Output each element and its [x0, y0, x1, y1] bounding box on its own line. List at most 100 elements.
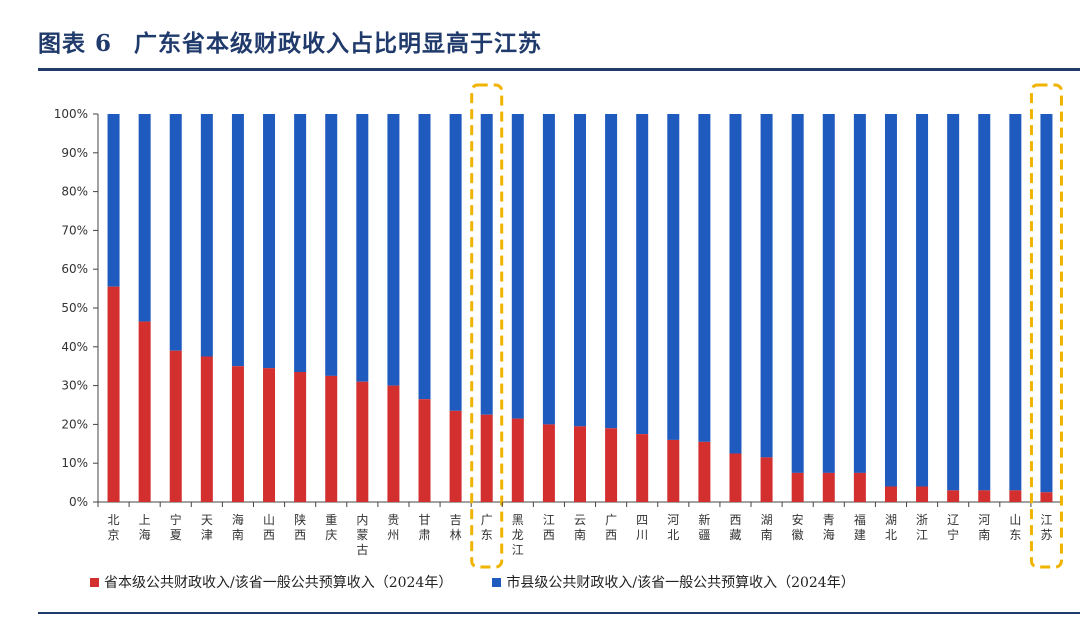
x-tick-label: 贵: [387, 513, 399, 527]
y-tick-label: 20%: [61, 417, 88, 431]
bar-county: [605, 114, 618, 429]
bar-county: [1040, 114, 1053, 493]
x-tick-label: 京: [108, 528, 120, 542]
bar-provincial: [449, 410, 462, 502]
x-tick-label: 新: [698, 512, 710, 527]
x-tick-label: 藏: [729, 528, 741, 542]
bar-county: [107, 114, 120, 287]
y-tick-label: 0%: [69, 495, 88, 509]
x-tick-label: 北: [885, 528, 897, 542]
bar-county: [138, 114, 151, 322]
x-tick-label: 东: [481, 528, 493, 542]
bar-provincial: [574, 426, 586, 502]
bar-county: [325, 114, 338, 376]
x-tick-label: 南: [761, 527, 773, 542]
x-tick-label: 吉: [450, 513, 462, 527]
legend-label-county: 市县级公共财政收入/该省一般公共预算收入（2024年）: [506, 575, 855, 591]
bar-county: [511, 114, 524, 419]
x-tick-label: 海: [823, 527, 835, 542]
bar-provincial: [169, 350, 182, 502]
x-tick-label: 河: [667, 513, 679, 527]
x-tick-label: 黑: [512, 513, 524, 527]
title-rule: [38, 68, 1080, 71]
x-tick-label: 四: [636, 513, 648, 527]
bar-provincial: [418, 399, 431, 502]
x-tick-label: 北: [667, 528, 679, 542]
x-tick-label: 蒙: [356, 528, 368, 542]
x-tick-label: 湖: [761, 512, 773, 527]
bar-county: [169, 114, 182, 351]
bar-provincial: [729, 453, 742, 502]
x-tick-label: 上: [139, 513, 151, 527]
bar-county: [947, 114, 960, 491]
y-tick-label: 60%: [61, 262, 88, 276]
x-tick-label: 西: [543, 528, 555, 542]
x-tick-label: 海: [232, 512, 244, 527]
footer-rule: [38, 612, 1080, 614]
bar-provincial: [853, 472, 866, 502]
x-tick-label: 夏: [170, 528, 182, 542]
x-tick-label: 内: [356, 513, 368, 527]
bar-county: [636, 114, 649, 435]
bar-provincial: [542, 424, 555, 502]
y-tick-label: 50%: [61, 301, 88, 315]
bar-county: [853, 114, 866, 473]
x-tick-label: 甘: [419, 513, 431, 527]
bar-county: [791, 114, 804, 473]
bar-county: [231, 114, 244, 367]
bar-county: [1009, 114, 1022, 491]
bar-provincial: [978, 490, 991, 502]
x-tick-label: 陕: [294, 512, 306, 527]
bar-provincial: [636, 434, 649, 502]
bar-county: [387, 114, 400, 386]
bar-provincial: [791, 472, 804, 502]
legend-label-provincial: 省本级公共财政收入/该省一般公共预算收入（2024年）: [104, 575, 453, 591]
x-tick-label: 宁: [170, 512, 182, 527]
bar-provincial: [511, 418, 524, 502]
bar-county: [729, 114, 742, 454]
y-tick-label: 30%: [61, 379, 88, 393]
bar-county: [884, 114, 897, 487]
x-tick-label: 江: [543, 513, 555, 527]
legend: 省本级公共财政收入/该省一般公共预算收入（2024年） 市县级公共财政收入/该省…: [90, 572, 855, 592]
x-tick-label: 林: [450, 528, 462, 542]
bar-provincial: [1009, 490, 1022, 502]
x-tick-label: 福: [854, 512, 866, 527]
bar-provincial: [294, 372, 307, 502]
x-tick-label: 湖: [885, 512, 897, 527]
x-tick-label: 苏: [1040, 528, 1052, 542]
legend-swatch-provincial: [90, 577, 99, 587]
bar-provincial: [916, 486, 929, 502]
x-tick-label: 南: [232, 527, 244, 542]
bar-county: [200, 114, 213, 357]
bar-provincial: [947, 490, 960, 502]
bar-county: [978, 114, 991, 491]
x-tick-label: 西: [729, 513, 741, 527]
figure-title-text: 广东省本级财政收入占比明显高于江苏: [134, 30, 543, 57]
bar-county: [574, 114, 586, 427]
y-tick-label: 40%: [61, 340, 88, 354]
bar-provincial: [107, 286, 120, 502]
highlight-box: [1029, 83, 1063, 569]
x-tick-label: 古: [356, 542, 368, 557]
bar-county: [760, 114, 773, 458]
bar-county: [294, 114, 307, 373]
x-tick-label: 南: [978, 527, 990, 542]
bar-county: [667, 114, 680, 440]
x-tick-label: 龙: [512, 528, 524, 542]
x-tick-label: 山: [1009, 513, 1021, 527]
bar-provincial: [1040, 492, 1053, 502]
x-tick-label: 津: [201, 528, 213, 542]
bar-provincial: [387, 385, 400, 502]
x-tick-label: 辽: [947, 513, 959, 527]
x-tick-label: 广: [481, 513, 493, 527]
bar-provincial: [231, 366, 244, 502]
x-tick-label: 疆: [698, 528, 710, 542]
y-tick-label: 90%: [61, 146, 88, 160]
bar-county: [418, 114, 431, 400]
bar-provincial: [605, 428, 618, 502]
x-tick-label: 建: [854, 528, 866, 542]
x-tick-label: 肃: [419, 528, 431, 542]
bar-provincial: [822, 472, 835, 502]
